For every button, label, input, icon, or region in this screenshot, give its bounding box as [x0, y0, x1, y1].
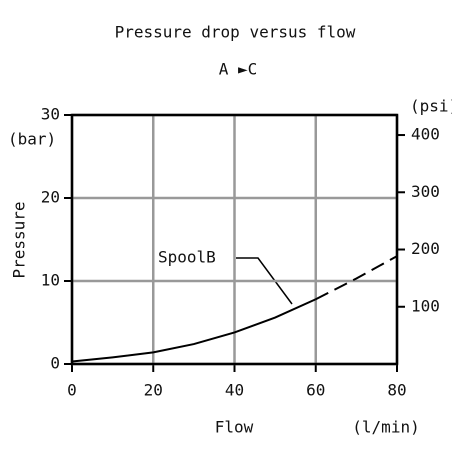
x-label: Flow	[215, 418, 254, 437]
y2-tick-label: 200	[411, 239, 440, 258]
x-tick-label: 80	[387, 381, 406, 400]
annotation: SpoolB	[158, 248, 216, 267]
series-line	[315, 255, 398, 301]
x-tick-label: 20	[144, 381, 163, 400]
x-tick-label: 60	[306, 381, 325, 400]
annotation-leader	[236, 257, 293, 305]
y-tick-label: 30	[41, 105, 60, 124]
series-line	[71, 298, 317, 363]
y-tick-label: 20	[41, 188, 60, 207]
x-tick-label: 0	[67, 381, 77, 400]
y2-unit: (psi)	[410, 97, 452, 116]
x-tick-label: 40	[225, 381, 244, 400]
y-tick-label: 10	[41, 271, 60, 290]
y2-tick-label: 300	[411, 182, 440, 201]
plot-frame	[70, 113, 399, 366]
y-unit: (bar)	[8, 130, 56, 149]
y2-tick-label: 100	[411, 296, 440, 315]
y-label: Pressure	[10, 201, 29, 278]
y2-tick-label: 400	[411, 125, 440, 144]
chart-title: Pressure drop versus flow	[115, 23, 356, 42]
chart-subtitle: A ►C	[219, 60, 258, 79]
x-unit: (l/min)	[352, 418, 419, 437]
y-tick-label: 0	[50, 354, 60, 373]
